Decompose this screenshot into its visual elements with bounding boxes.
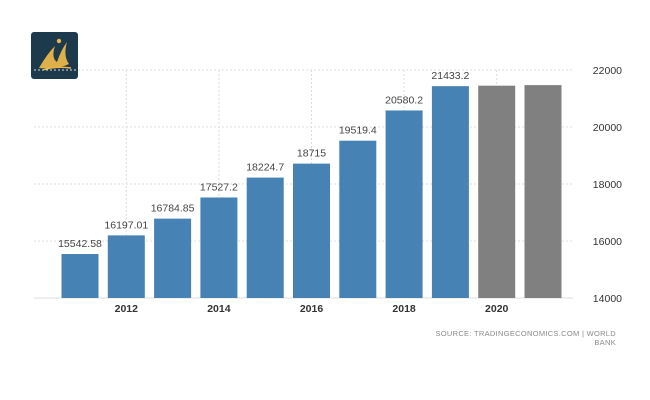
- data-label: 15542.58: [58, 238, 102, 250]
- y-tick-label: 16000: [593, 236, 622, 248]
- x-tick-label: 2014: [207, 303, 231, 315]
- data-label: 19519.4: [339, 125, 377, 137]
- bar: [339, 140, 377, 298]
- bar: [246, 177, 284, 298]
- data-label: 18715: [297, 148, 326, 160]
- x-axis: 2012 2014 2016 2018 2020: [115, 303, 509, 315]
- bar-forecast: [478, 85, 516, 298]
- bars: [61, 85, 562, 299]
- x-tick-label: 2018: [392, 303, 416, 315]
- bar: [107, 235, 145, 298]
- data-label: 17527.2: [200, 181, 238, 193]
- source-note: SOURCE: TRADINGECONOMICS.COM | WORLD BAN…: [435, 329, 616, 347]
- y-tick-label: 18000: [593, 179, 622, 191]
- x-tick-label: 2020: [485, 303, 509, 315]
- logo: [31, 32, 78, 79]
- y-axis: 14000 16000 18000 20000 22000: [593, 65, 622, 305]
- data-label: 16784.85: [151, 203, 195, 215]
- x-tick-label: 2012: [115, 303, 139, 315]
- y-tick-label: 20000: [593, 122, 622, 134]
- y-tick-label: 22000: [593, 65, 622, 77]
- x-tick-label: 2016: [300, 303, 324, 315]
- y-tick-label: 14000: [593, 293, 622, 305]
- bar: [200, 197, 238, 298]
- data-label: 18224.7: [246, 162, 284, 174]
- bar-forecast: [524, 85, 562, 298]
- data-label: 20580.2: [385, 94, 423, 106]
- data-label: 16197.01: [104, 219, 148, 231]
- bar: [293, 163, 330, 298]
- bar: [385, 110, 423, 299]
- bar: [61, 254, 99, 298]
- logo-bird-icon: [39, 38, 72, 71]
- bar: [154, 218, 192, 298]
- data-label: 21433.2: [431, 70, 469, 82]
- bar: [431, 86, 469, 298]
